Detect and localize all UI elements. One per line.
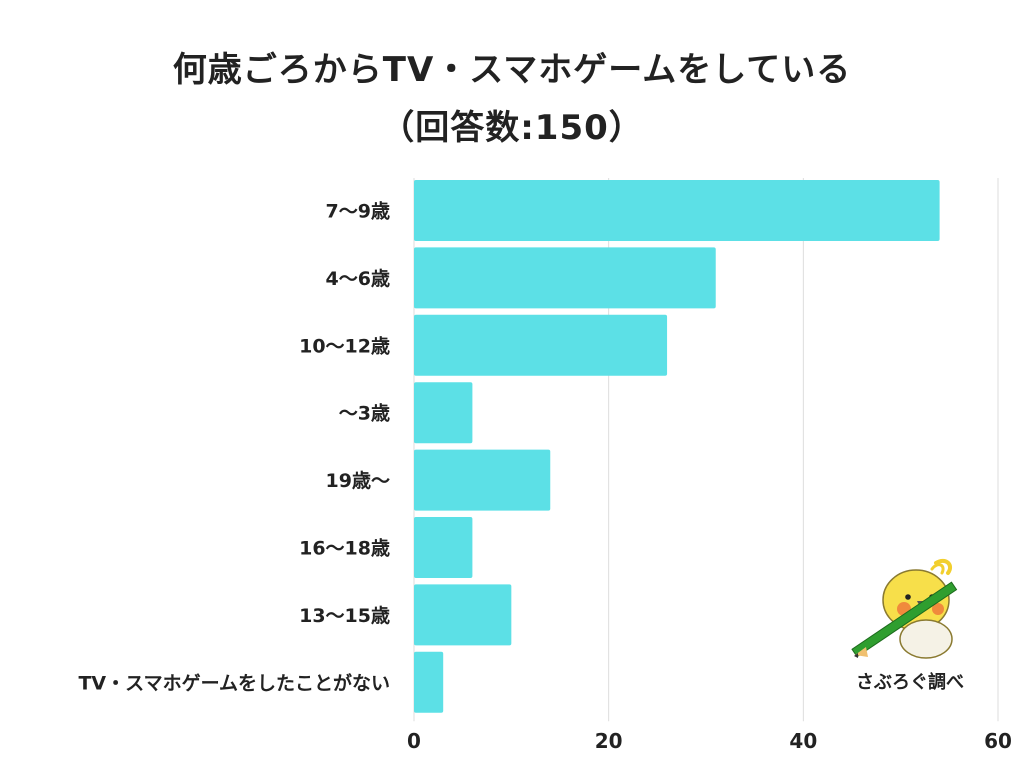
x-tick-label: 40 [789,729,817,753]
bar [414,180,940,241]
bar [414,651,444,713]
bars [414,180,940,713]
bar [414,314,668,376]
category-labels: 7〜9歳 4〜6歳 10〜12歳〜3歳 19歳〜 16〜18歳 13〜15歳 TV・スマホゲ… [78,201,390,695]
category-label: 10〜12歳 [299,335,390,357]
chart-subtitle: （回答数:150） [380,108,644,148]
category-label: 19歳〜 [326,470,390,492]
x-axis-ticks: 0 20 40 60 [407,729,1012,753]
bar [414,517,473,578]
x-tick-label: 60 [984,729,1012,753]
category-label: 〜3歳 [339,403,390,425]
category-label: 16〜18歳 [299,538,390,560]
credit-text: さぶろぐ調べ [856,672,964,693]
category-label: 4〜6歳 [326,268,390,290]
chart-title: 何歳ごろからTV・スマホゲームをしている [172,50,852,90]
x-tick-label: 20 [595,729,623,753]
category-label: 13〜15歳 [299,605,390,627]
bar [414,382,473,444]
bar [414,247,716,309]
x-tick-label: 0 [407,729,421,753]
bar [414,449,551,511]
bar [414,584,512,646]
category-label: 7〜9歳 [326,201,390,223]
bird-mascot-icon [851,558,958,659]
category-label: TV・スマホゲームをしたことがない [78,671,390,694]
